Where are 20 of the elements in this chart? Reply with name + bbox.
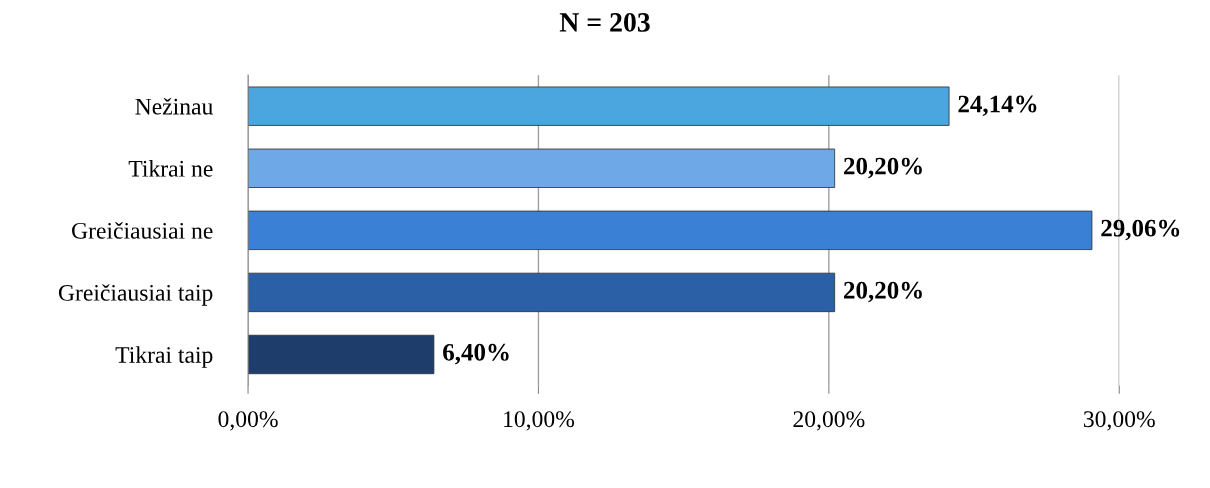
y-tick-label: Greičiausiai taip (58, 284, 213, 306)
bar (248, 272, 836, 313)
y-tick-label: Tikrai taip (115, 346, 213, 368)
x-tick-label: 0,00% (218, 411, 278, 431)
data-label: 29,06% (1101, 219, 1180, 241)
x-tick-label: 20,00% (793, 411, 865, 431)
y-tick-label: Nežinau (135, 97, 213, 115)
bar (248, 334, 435, 375)
x-tick-label: 30,00% (1083, 411, 1155, 431)
data-label: 20,20% (844, 281, 922, 303)
bar (248, 86, 950, 126)
data-label: 6,40% (443, 343, 509, 365)
y-tick-label: Tikrai ne (128, 160, 213, 177)
bar (248, 148, 836, 188)
chart-title: N = 203 (559, 13, 650, 32)
data-label: 20,20% (844, 157, 922, 179)
y-tick-label: Greičiausiai ne (72, 222, 213, 239)
data-label: 24,14% (958, 95, 1037, 117)
bar (248, 210, 1093, 250)
x-tick-label: 10,00% (504, 411, 575, 431)
